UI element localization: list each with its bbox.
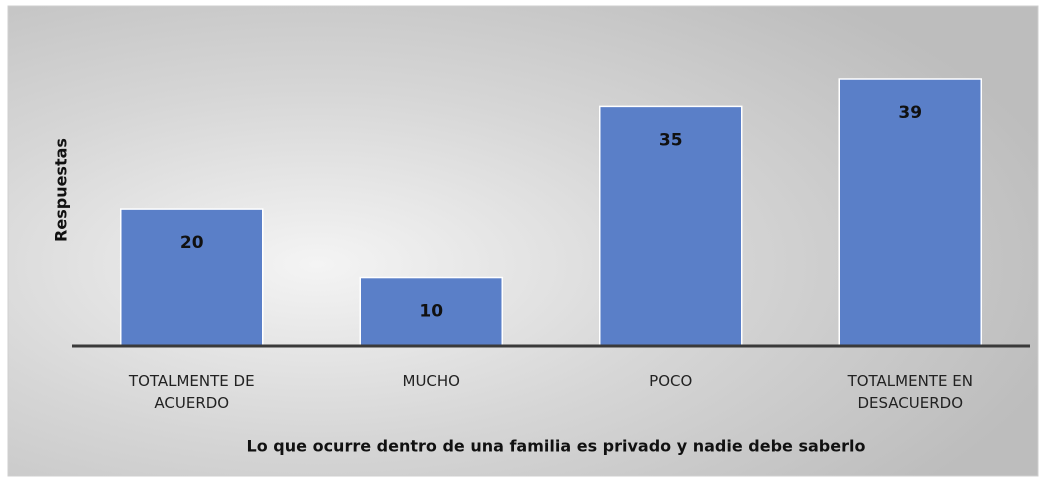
bar xyxy=(120,208,264,347)
x-tick-label: TOTALMENTE EN DESACUERDO xyxy=(847,372,973,412)
x-tick-label: POCO xyxy=(649,372,693,390)
data-label: 39 xyxy=(898,103,922,123)
x-tick-label: MUCHO xyxy=(402,372,460,390)
bar xyxy=(838,78,982,347)
bar xyxy=(599,105,743,347)
data-label: 10 xyxy=(419,302,443,322)
x-axis-title: Lo que ocurre dentro de una familia es p… xyxy=(247,437,866,456)
x-tick-label: TOTALMENTE DE ACUERDO xyxy=(128,372,255,412)
y-axis-title: Respuestas xyxy=(52,138,71,242)
bar xyxy=(359,276,503,347)
data-label: 35 xyxy=(659,130,683,150)
data-label: 20 xyxy=(180,233,204,253)
